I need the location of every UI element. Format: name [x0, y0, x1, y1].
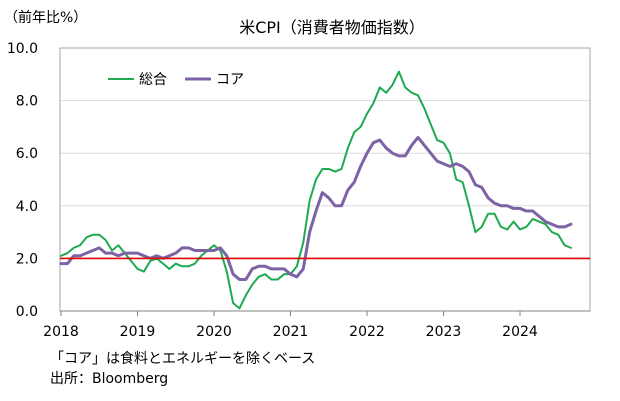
- x-tick-label: 2019: [120, 324, 156, 340]
- chart-title: 米CPI（消費者物価指数）: [239, 18, 425, 37]
- x-tick-label: 2022: [349, 324, 385, 340]
- y-tick-label: 6.0: [16, 146, 38, 162]
- x-tick-label: 2020: [196, 324, 232, 340]
- y-tick-label: 0.0: [16, 304, 38, 320]
- series-layer: [59, 70, 573, 310]
- x-tick-label: 2021: [273, 324, 309, 340]
- y-axis-unit-label: （前年比%）: [4, 9, 87, 26]
- x-axis-ticks: 2018 2019 2020 2021 2022 2023 2024: [43, 311, 538, 340]
- y-axis-tick-labels: 0.0 2.0 4.0 6.0 8.0 10.0: [7, 41, 38, 320]
- legend-label-headline: 総合: [139, 72, 167, 88]
- x-tick-label: 2023: [426, 324, 462, 340]
- y-tick-label: 8.0: [16, 94, 38, 110]
- x-tick-label: 2024: [502, 324, 538, 340]
- y-tick-label: 2.0: [16, 251, 38, 267]
- x-tick-label: 2018: [43, 324, 79, 340]
- series-line-headline: [60, 70, 572, 310]
- y-tick-label: 10.0: [7, 41, 38, 57]
- legend: 総合 コア: [108, 72, 244, 88]
- series-line-core: [59, 135, 573, 281]
- y-tick-label: 4.0: [16, 199, 38, 215]
- footnote-source: 出所：Bloomberg: [50, 371, 168, 387]
- legend-label-core: コア: [216, 72, 244, 88]
- footnote-core-definition: 「コア」は食料とエネルギーを除くベース: [50, 350, 315, 367]
